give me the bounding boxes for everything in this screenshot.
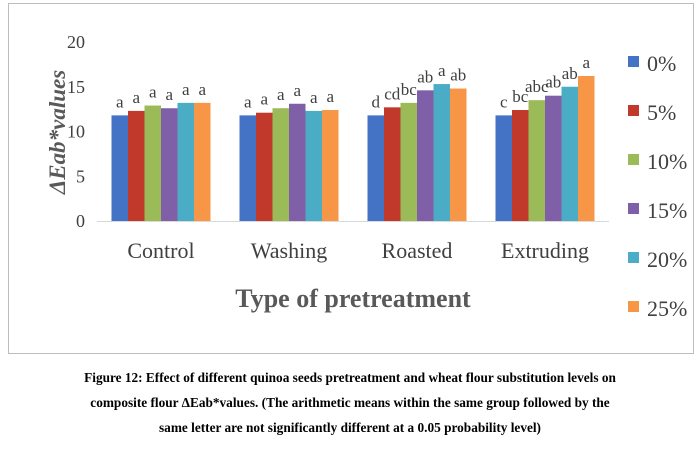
bar-data-label: ab (450, 66, 466, 85)
y-axis-label: ΔEab*values (45, 70, 70, 195)
x-tick-label: Roasted (382, 238, 453, 263)
bar (400, 102, 417, 221)
bar (384, 107, 401, 221)
bar-data-label: a (293, 81, 301, 100)
bar (528, 100, 545, 221)
bar-data-label: a (182, 80, 190, 99)
bar-data-label: abc (525, 77, 549, 96)
y-tick-label: 20 (67, 32, 85, 52)
bar-data-label: bc (401, 80, 418, 99)
bar-data-label: d (372, 92, 381, 111)
bar (367, 115, 384, 221)
bar (144, 105, 161, 221)
bar (289, 103, 306, 221)
bar-data-label: a (277, 85, 285, 104)
bar-data-label: a (310, 88, 318, 107)
bar-data-label: a (165, 85, 173, 104)
bar-data-label: a (244, 92, 252, 111)
bar (545, 95, 562, 221)
chart-frame: 0 5 10 15 20 ΔEab*values a a a a a a Control a a a a a a Wa… (8, 3, 694, 354)
bar (561, 86, 578, 221)
bar-data-label: a (582, 53, 590, 72)
x-axis-label: Type of pretreatment (235, 284, 471, 313)
caption-line-1: Figure 12: Effect of different quinoa se… (84, 370, 616, 385)
bar-data-label: ab (417, 67, 433, 86)
bar-data-label: a (132, 88, 140, 107)
bar (305, 110, 322, 221)
bar-data-label: a (438, 61, 446, 80)
bar (272, 108, 289, 221)
bar (239, 115, 256, 221)
x-tick-label: Extruding (501, 238, 589, 263)
bar-data-label: a (149, 83, 157, 102)
bar (111, 115, 128, 221)
legend-swatch (628, 301, 639, 312)
legend-swatch (628, 105, 639, 116)
legend-label: 5% (647, 100, 676, 125)
caption-line-3: same letter are not significantly differ… (159, 420, 541, 435)
bar-data-label: a (326, 87, 334, 106)
bar (450, 88, 467, 221)
bar (322, 110, 339, 221)
bar (578, 76, 595, 221)
legend-label: 0% (647, 51, 676, 76)
bar-data-label: ab (545, 73, 561, 92)
bar (161, 108, 178, 221)
bar-data-label: bc (512, 87, 529, 106)
bar (495, 115, 512, 221)
y-tick-label: 15 (67, 77, 85, 97)
y-tick-label: 10 (67, 122, 85, 142)
bar (128, 110, 145, 221)
legend-swatch (628, 56, 639, 67)
figure-caption: Figure 12: Effect of different quinoa se… (0, 365, 700, 440)
bar-data-label: a (116, 92, 124, 111)
bar-data-label: a (260, 90, 268, 109)
bar (194, 102, 211, 221)
legend-label: 15% (647, 198, 687, 223)
legend-swatch (628, 252, 639, 263)
bar (512, 110, 529, 221)
y-tick-label: 5 (76, 166, 85, 186)
legend-label: 25% (647, 296, 687, 321)
x-tick-label: Washing (251, 238, 327, 263)
bar-data-label: a (198, 80, 206, 99)
y-tick-label: 0 (76, 211, 85, 231)
caption-line-2: composite flour ΔEab*values. (The arithm… (90, 395, 610, 410)
bar-data-label: ab (562, 64, 578, 83)
x-tick-label: Control (127, 238, 194, 263)
legend-label: 20% (647, 247, 687, 272)
bar (417, 90, 434, 221)
bar-data-label: c (500, 92, 508, 111)
legend-swatch (628, 154, 639, 165)
bar (177, 102, 194, 221)
bar (256, 112, 273, 221)
bar-data-label: cd (384, 84, 401, 103)
bar (433, 84, 450, 221)
legend-swatch (628, 203, 639, 214)
legend-label: 10% (647, 149, 687, 174)
